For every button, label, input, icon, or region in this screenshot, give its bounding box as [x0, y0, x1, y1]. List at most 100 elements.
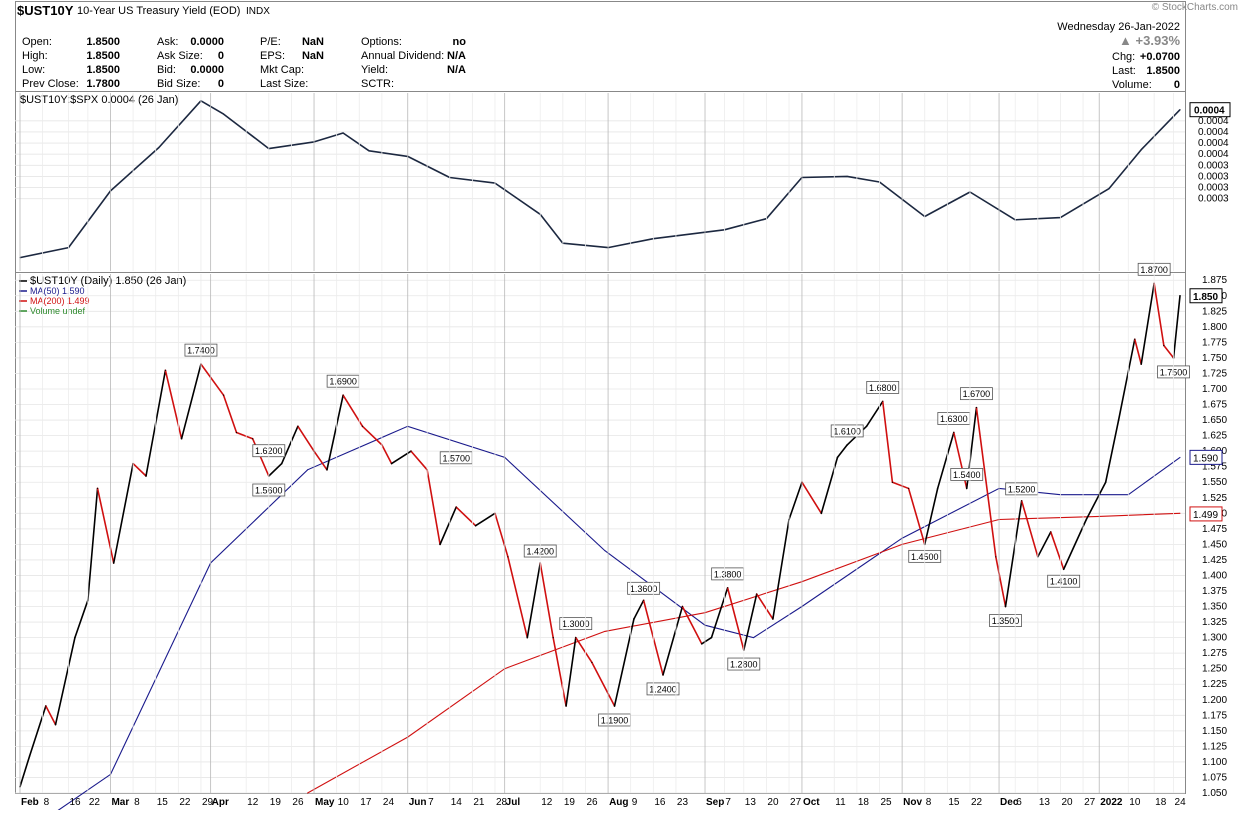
x-tick-label: 28 — [496, 797, 508, 808]
price-panel: 1.875 1.850 1.825 1.800 1.775 1.750 1.725 1.700… — [15, 262, 1227, 815]
price-y-tick: 1.175 — [1202, 710, 1227, 721]
price-point — [1118, 419, 1120, 421]
price-point — [164, 369, 167, 371]
price-point — [701, 643, 703, 645]
annotation-box — [1047, 574, 1081, 588]
annotation-box — [627, 581, 661, 595]
price-segment — [755, 593, 774, 620]
price-annotation: 1.6700 — [960, 387, 993, 401]
price-y-tick: 1.125 — [1202, 741, 1227, 752]
x-tick-label: 10 — [338, 797, 350, 808]
x-tick-label: 27 — [1084, 797, 1096, 808]
price-point — [1085, 518, 1087, 521]
price-y-tick: 1.625 — [1202, 431, 1227, 442]
ratio-point — [1140, 149, 1142, 151]
x-tick-label: 27 — [790, 797, 802, 808]
price-annotation: 1.6300 — [937, 412, 971, 425]
price-segment — [726, 587, 745, 651]
right-stat-label: Volume: — [1112, 79, 1152, 91]
price-point — [342, 394, 344, 396]
ratio-last-label: 0.0004 — [1189, 102, 1231, 118]
price-point — [575, 637, 577, 639]
stat-value: 0.0000 — [190, 36, 224, 48]
price-segment — [526, 562, 542, 639]
stat-value: NaN — [302, 50, 324, 62]
price-y-tick: 1.550 — [1202, 477, 1227, 488]
price-y-tick: 1.875 — [1202, 275, 1227, 286]
price-segment — [1062, 518, 1088, 571]
price-segment — [975, 406, 997, 558]
price-point — [613, 705, 616, 707]
stat-label: Yield: — [361, 64, 388, 76]
price-segment — [494, 512, 509, 558]
header: $UST10Y 10-Year US Treasury Yield (EOD) … — [17, 2, 1238, 91]
price-point — [681, 605, 683, 608]
price-segment — [539, 562, 554, 639]
price-point — [74, 637, 76, 639]
price-segment — [788, 481, 803, 521]
annotation-text: 1.2400 — [649, 684, 677, 694]
price-point — [45, 705, 47, 707]
price-point — [439, 543, 441, 545]
price-segment — [907, 487, 926, 546]
stat-label: Low: — [22, 64, 45, 76]
stat-value: 1.8500 — [86, 64, 120, 76]
price-annotation: 1.4100 — [1047, 574, 1081, 588]
price-legend: $UST10Y (Daily) 1.850 (26 Jan)MA(50) 1.5… — [19, 275, 186, 316]
right-label-value: 1.850 — [1193, 292, 1218, 303]
price-point — [474, 525, 477, 527]
stats-grid: Open: 1.8500 High: 1.8500 Low: 1.8500 Prev Clo… — [22, 36, 466, 90]
right-stats: Chg: +0.0700 Last: 1.8500 Volume: 0 — [1112, 51, 1180, 91]
annotation-text: 1.4100 — [1050, 577, 1078, 587]
up-triangle-icon: ▲ — [1119, 33, 1132, 48]
price-point — [180, 438, 183, 440]
price-y-tick: 1.700 — [1202, 384, 1227, 395]
price-segment — [1104, 419, 1120, 484]
price-point — [326, 469, 328, 471]
price-point — [507, 556, 509, 558]
ma200-point — [307, 792, 309, 794]
price-point — [526, 637, 528, 639]
ratio-point — [1179, 109, 1181, 111]
price-point — [846, 444, 848, 446]
price-point — [756, 593, 758, 595]
annotation-box — [830, 424, 864, 438]
stat-label: High: — [22, 50, 48, 62]
stat-label: Ask: — [157, 36, 178, 48]
ratio-y-tick: 0.0004 — [1198, 127, 1229, 138]
price-segment — [439, 506, 458, 546]
price-segment — [280, 425, 299, 465]
x-tick-label: 16 — [69, 797, 81, 808]
price-right-label: 1.590 — [1189, 449, 1223, 465]
price-y-tick: 1.775 — [1202, 337, 1227, 348]
ma200-point — [604, 630, 606, 632]
price-segment — [700, 636, 713, 645]
stat-label: Mkt Cap: — [260, 64, 304, 76]
annotation-box — [866, 381, 900, 394]
price-segment — [45, 705, 57, 726]
price-annotation: 1.6900 — [326, 374, 360, 388]
annotation-box — [960, 387, 993, 401]
price-segment — [1117, 338, 1136, 421]
price-y-tick: 1.450 — [1202, 539, 1227, 550]
price-segment — [1133, 338, 1143, 365]
legend-entry: Volume undef — [30, 306, 86, 316]
x-tick-label: Apr — [212, 797, 229, 808]
price-point — [96, 487, 99, 490]
stat-label: Annual Dividend: — [361, 50, 444, 62]
annotation-text: 1.3000 — [562, 619, 590, 629]
stat-value: 0 — [218, 50, 224, 62]
price-segment — [633, 599, 645, 620]
ratio-y-tick: 0.0003 — [1198, 183, 1229, 194]
x-tick-label: 14 — [451, 797, 463, 808]
annotation-text: 1.5200 — [1008, 484, 1036, 494]
x-tick-label: Mar — [111, 797, 129, 808]
stat-value: 1.7800 — [86, 78, 120, 90]
price-point — [591, 661, 593, 664]
x-tick-label: Dec — [1000, 797, 1019, 808]
annotation-text: 1.3600 — [630, 584, 658, 594]
annotation-box — [559, 617, 593, 631]
price-point — [1163, 344, 1165, 347]
stat-value: 0.0000 — [190, 64, 224, 76]
